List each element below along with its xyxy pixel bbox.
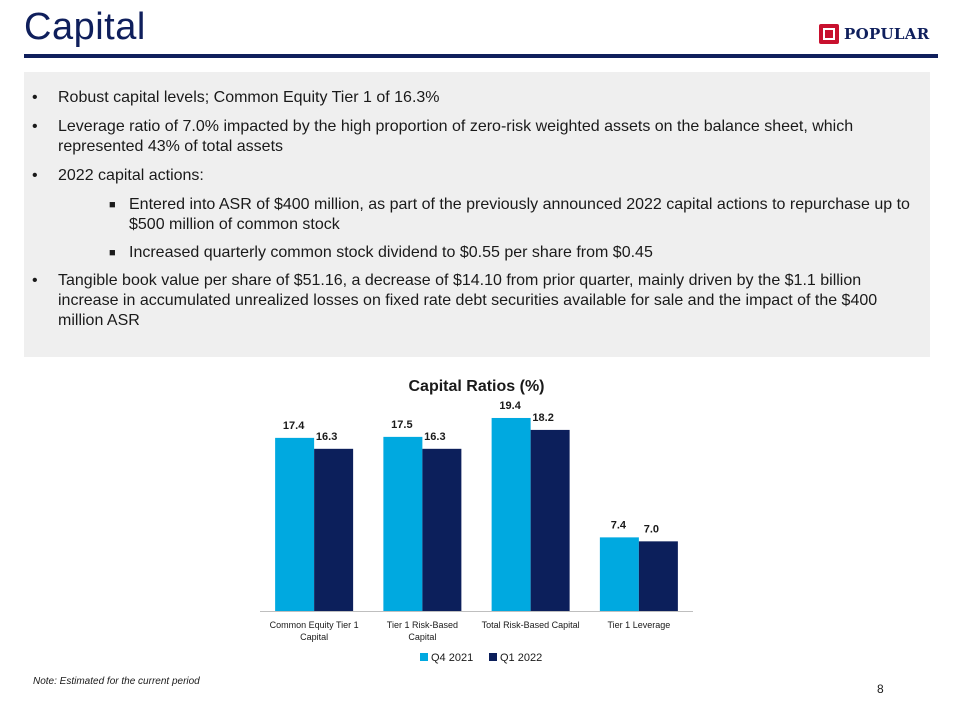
category-label: Tier 1 Leverage (608, 620, 671, 630)
category-label-line: Total Risk-Based Capital (482, 620, 580, 630)
bar-q1-2022 (530, 429, 570, 611)
data-label: 17.5 (391, 419, 412, 431)
page-number: 8 (877, 682, 884, 696)
data-label: 17.4 (283, 420, 305, 432)
logo-text: POPULAR (844, 25, 930, 43)
bullet-dot-icon: • (32, 272, 38, 289)
bullet-text: Entered into ASR of $400 million, as par… (129, 196, 910, 233)
bullet-item: • Robust capital levels; Common Equity Ti… (24, 88, 930, 108)
category-label: Common Equity Tier 1 Capital (270, 620, 359, 642)
data-label: 16.3 (316, 431, 337, 443)
chart-title: Capital Ratios (%) (408, 378, 544, 395)
legend-label: Q4 2021 (431, 652, 473, 664)
square-bullet-icon: ■ (109, 199, 116, 211)
capital-ratios-chart: Capital Ratios (%) 17.4 16.3 Common Equity … (260, 378, 693, 664)
category-label: Tier 1 Risk-Based Capital (387, 620, 458, 642)
bar-q1-2022 (638, 541, 678, 611)
bullet-text: Robust capital levels; Common Equity Tie… (58, 89, 440, 106)
category-label: Total Risk-Based Capital (482, 620, 580, 630)
bullet-item: • 2022 capital actions: (24, 166, 930, 186)
title-divider (24, 54, 938, 58)
data-label: 7.0 (644, 523, 659, 535)
popular-logo-icon (819, 24, 839, 44)
bullet-dot-icon: • (32, 118, 38, 135)
bullet-item: • Leverage ratio of 7.0% impacted by the … (24, 117, 930, 157)
bullet-dot-icon: • (32, 89, 38, 106)
legend-swatch-q1-2022 (489, 653, 497, 661)
legend-label: Q1 2022 (500, 652, 542, 664)
slide-title: Capital (24, 6, 146, 48)
summary-panel: • Robust capital levels; Common Equity Ti… (24, 72, 930, 357)
bullet-item: • Tangible book value per share of $51.16… (24, 271, 930, 331)
bar-q1-2022 (314, 448, 354, 611)
bullet-text: Tangible book value per share of $51.16,… (58, 272, 878, 329)
data-label: 18.2 (532, 412, 553, 424)
footnote: Note: Estimated for the current period (33, 676, 200, 687)
bullet-dot-icon: • (32, 167, 38, 184)
category-label-line: Tier 1 Risk-Based (387, 620, 458, 630)
category-label-line: Common Equity Tier 1 (270, 620, 359, 630)
bar-q4-2021 (491, 417, 531, 611)
bullet-text: Increased quarterly common stock dividen… (129, 244, 653, 261)
data-label: 16.3 (424, 431, 445, 443)
popular-logo: POPULAR (819, 24, 929, 44)
category-label-line: Capital (300, 632, 328, 642)
square-bullet-icon: ■ (109, 247, 116, 259)
category-label-line: Tier 1 Leverage (608, 620, 671, 630)
bar-q1-2022 (422, 448, 462, 611)
bullet-text: Leverage ratio of 7.0% impacted by the h… (58, 118, 854, 155)
category-label-line: Capital (408, 632, 436, 642)
bullet-list: • Robust capital levels; Common Equity Ti… (24, 88, 930, 340)
bar-q4-2021 (383, 436, 423, 611)
data-label: 19.4 (499, 400, 521, 412)
bullet-text: 2022 capital actions: (58, 167, 204, 184)
sub-bullet-item: ■ Entered into ASR of $400 million, as pa… (24, 195, 930, 235)
data-label: 7.4 (611, 519, 627, 531)
legend-swatch-q4-2021 (420, 653, 428, 661)
bar-q4-2021 (599, 537, 639, 611)
sub-bullet-item: ■ Increased quarterly common stock divide… (24, 243, 930, 263)
bar-q4-2021 (275, 437, 315, 611)
